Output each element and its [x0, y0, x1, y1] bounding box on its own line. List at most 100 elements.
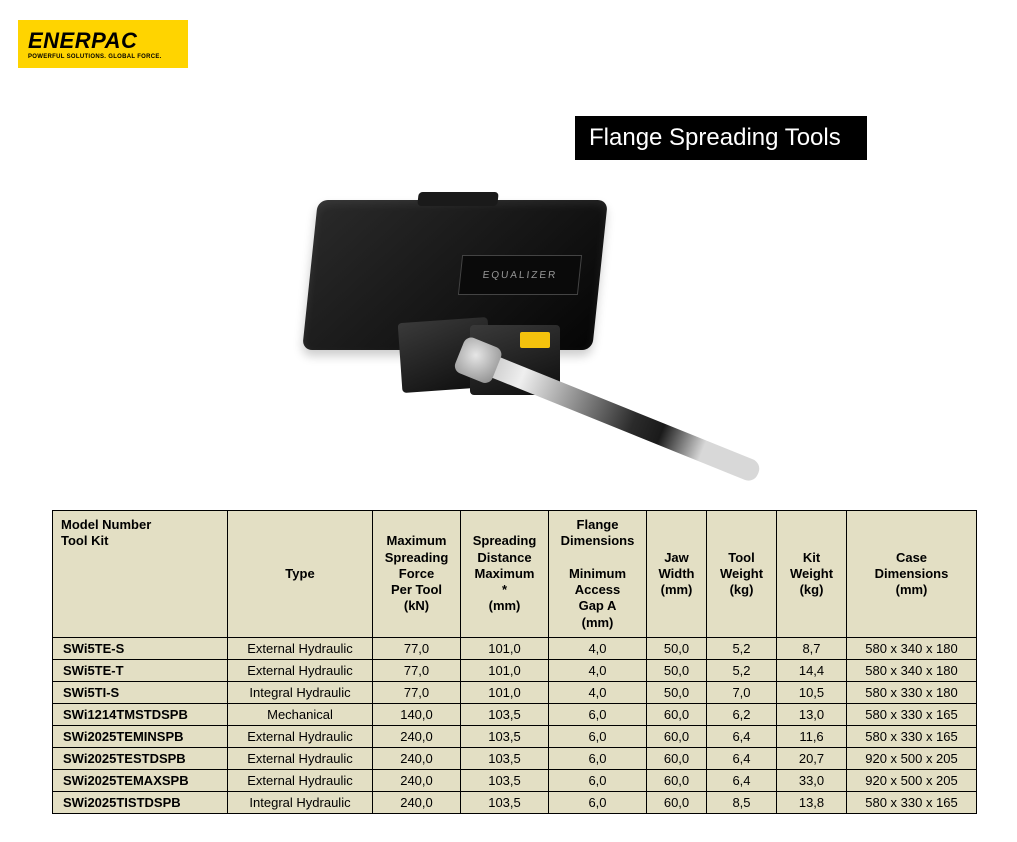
col-case: CaseDimensions(mm): [847, 511, 977, 638]
col-jaw: JawWidth(mm): [647, 511, 707, 638]
col-kit-weight: KitWeight(kg): [777, 511, 847, 638]
cell-flange: 6,0: [549, 791, 647, 813]
cell-case: 580 x 330 x 165: [847, 791, 977, 813]
cell-flange: 6,0: [549, 725, 647, 747]
cell-dist: 101,0: [461, 659, 549, 681]
cell-flange: 4,0: [549, 637, 647, 659]
cell-case: 920 x 500 x 205: [847, 769, 977, 791]
cell-force: 77,0: [373, 681, 461, 703]
table-row: SWi2025TESTDSPBExternal Hydraulic240,010…: [53, 747, 977, 769]
spec-table: Model NumberTool Kit Type MaximumSpreadi…: [52, 510, 977, 814]
cell-case: 580 x 340 x 180: [847, 637, 977, 659]
brand-name: ENERPAC: [28, 28, 188, 54]
table-body: SWi5TE-SExternal Hydraulic77,0101,04,050…: [53, 637, 977, 813]
table-row: SWi5TE-SExternal Hydraulic77,0101,04,050…: [53, 637, 977, 659]
cell-type: Integral Hydraulic: [228, 791, 373, 813]
cell-model: SWi2025TISTDSPB: [53, 791, 228, 813]
cell-flange: 4,0: [549, 681, 647, 703]
col-type: Type: [228, 511, 373, 638]
cell-force: 77,0: [373, 659, 461, 681]
cell-type: Integral Hydraulic: [228, 681, 373, 703]
cell-kw: 10,5: [777, 681, 847, 703]
cell-case: 580 x 330 x 180: [847, 681, 977, 703]
table-header-row: Model NumberTool Kit Type MaximumSpreadi…: [53, 511, 977, 638]
cell-kw: 14,4: [777, 659, 847, 681]
col-model: Model NumberTool Kit: [53, 511, 228, 638]
cell-dist: 103,5: [461, 703, 549, 725]
cell-jaw: 50,0: [647, 681, 707, 703]
page-title: Flange Spreading Tools: [575, 116, 867, 160]
case-label: EQUALIZER: [458, 255, 582, 295]
cell-type: External Hydraulic: [228, 637, 373, 659]
cell-tw: 6,4: [707, 725, 777, 747]
cell-type: External Hydraulic: [228, 769, 373, 791]
cell-dist: 103,5: [461, 747, 549, 769]
cell-case: 580 x 330 x 165: [847, 703, 977, 725]
cell-force: 240,0: [373, 769, 461, 791]
cell-dist: 101,0: [461, 637, 549, 659]
cell-jaw: 50,0: [647, 637, 707, 659]
cell-dist: 103,5: [461, 725, 549, 747]
cell-jaw: 60,0: [647, 703, 707, 725]
table-row: SWi1214TMSTDSPBMechanical140,0103,56,060…: [53, 703, 977, 725]
cell-dist: 101,0: [461, 681, 549, 703]
cell-tw: 8,5: [707, 791, 777, 813]
cell-type: External Hydraulic: [228, 725, 373, 747]
cell-tw: 5,2: [707, 659, 777, 681]
cell-type: External Hydraulic: [228, 659, 373, 681]
cell-model: SWi2025TESTDSPB: [53, 747, 228, 769]
cell-tw: 6,4: [707, 747, 777, 769]
cell-tw: 6,2: [707, 703, 777, 725]
cell-model: SWi5TE-S: [53, 637, 228, 659]
cell-jaw: 50,0: [647, 659, 707, 681]
cell-tw: 6,4: [707, 769, 777, 791]
col-force: MaximumSpreadingForcePer Tool(kN): [373, 511, 461, 638]
cell-case: 580 x 340 x 180: [847, 659, 977, 681]
table-row: SWi5TE-TExternal Hydraulic77,0101,04,050…: [53, 659, 977, 681]
cell-flange: 6,0: [549, 747, 647, 769]
cell-case: 920 x 500 x 205: [847, 747, 977, 769]
col-dist: SpreadingDistanceMaximum*(mm): [461, 511, 549, 638]
cell-model: SWi1214TMSTDSPB: [53, 703, 228, 725]
table-row: SWi2025TEMAXSPBExternal Hydraulic240,010…: [53, 769, 977, 791]
cell-jaw: 60,0: [647, 791, 707, 813]
cell-force: 140,0: [373, 703, 461, 725]
cell-model: SWi5TE-T: [53, 659, 228, 681]
cell-model: SWi5TI-S: [53, 681, 228, 703]
cell-type: Mechanical: [228, 703, 373, 725]
cell-flange: 6,0: [549, 769, 647, 791]
yellow-accent-icon: [520, 332, 550, 348]
cell-kw: 33,0: [777, 769, 847, 791]
cell-model: SWi2025TEMINSPB: [53, 725, 228, 747]
cell-force: 240,0: [373, 725, 461, 747]
cell-flange: 4,0: [549, 659, 647, 681]
col-flange: FlangeDimensions MinimumAccessGap A(mm): [549, 511, 647, 638]
cell-flange: 6,0: [549, 703, 647, 725]
case-handle: [417, 192, 498, 206]
cell-type: External Hydraulic: [228, 747, 373, 769]
brand-logo: ENERPAC POWERFUL SOLUTIONS. GLOBAL FORCE…: [18, 20, 188, 68]
cell-kw: 13,0: [777, 703, 847, 725]
cell-force: 77,0: [373, 637, 461, 659]
col-tool-weight: ToolWeight(kg): [707, 511, 777, 638]
cell-case: 580 x 330 x 165: [847, 725, 977, 747]
brand-tagline: POWERFUL SOLUTIONS. GLOBAL FORCE.: [28, 54, 188, 60]
table-row: SWi2025TISTDSPBIntegral Hydraulic240,010…: [53, 791, 977, 813]
cell-jaw: 60,0: [647, 747, 707, 769]
cell-force: 240,0: [373, 791, 461, 813]
cell-tw: 5,2: [707, 637, 777, 659]
cell-kw: 11,6: [777, 725, 847, 747]
product-image: EQUALIZER: [280, 190, 780, 490]
cell-kw: 8,7: [777, 637, 847, 659]
cell-model: SWi2025TEMAXSPB: [53, 769, 228, 791]
cell-kw: 13,8: [777, 791, 847, 813]
table-row: SWi2025TEMINSPBExternal Hydraulic240,010…: [53, 725, 977, 747]
cell-force: 240,0: [373, 747, 461, 769]
cell-dist: 103,5: [461, 769, 549, 791]
cell-tw: 7,0: [707, 681, 777, 703]
cell-jaw: 60,0: [647, 769, 707, 791]
cell-kw: 20,7: [777, 747, 847, 769]
cell-dist: 103,5: [461, 791, 549, 813]
cell-jaw: 60,0: [647, 725, 707, 747]
table-row: SWi5TI-SIntegral Hydraulic77,0101,04,050…: [53, 681, 977, 703]
